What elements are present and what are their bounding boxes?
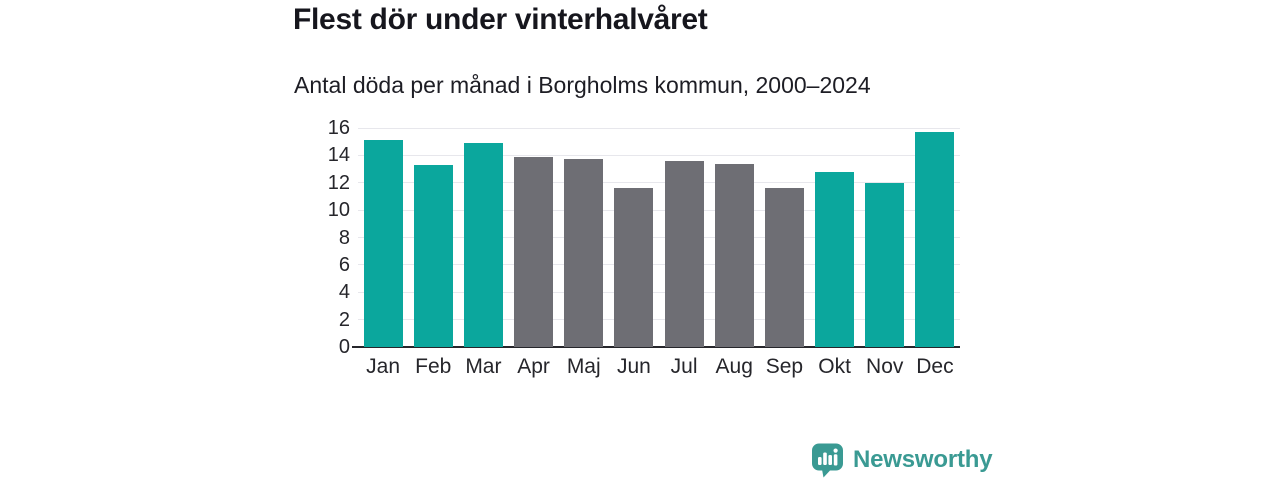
gridline-16	[358, 127, 960, 129]
gridline-4	[358, 291, 960, 293]
x-tick-label-apr: Apr	[517, 355, 550, 378]
x-tick-label-jan: Jan	[366, 355, 400, 378]
gridline-12	[358, 182, 960, 184]
y-tick-label-6: 6	[338, 253, 350, 276]
x-axis-line	[352, 346, 960, 348]
gridline-6	[358, 264, 960, 266]
y-tick-label-8: 8	[338, 226, 350, 249]
bar-nov	[865, 182, 905, 347]
y-tick-label-4: 4	[338, 281, 350, 304]
gridline-2	[358, 319, 960, 321]
x-tick-label-nov: Nov	[866, 355, 904, 378]
bar-maj	[564, 159, 604, 347]
bar-dec	[915, 132, 955, 347]
gridline-14	[358, 154, 960, 156]
bar-okt	[815, 171, 855, 347]
x-tick-label-dec: Dec	[916, 355, 954, 378]
bar-aug	[714, 163, 754, 347]
bar-jul	[664, 160, 704, 347]
y-tick-label-2: 2	[338, 308, 350, 331]
y-tick-label-0: 0	[338, 336, 350, 358]
y-tick-label-12: 12	[327, 171, 350, 194]
brand-name: Newsworthy	[853, 446, 993, 473]
y-tick-label-10: 10	[327, 199, 350, 222]
x-tick-label-jun: Jun	[616, 355, 651, 378]
x-tick-label-aug: Aug	[715, 355, 753, 378]
y-tick-label-14: 14	[327, 144, 350, 167]
gridline-10	[358, 209, 960, 211]
x-tick-label-mar: Mar	[465, 355, 502, 378]
y-tick-label-16: 16	[327, 117, 350, 139]
bar-sep	[764, 188, 804, 347]
bar-mar	[463, 143, 503, 347]
brand-footer: Newsworthy	[810, 442, 993, 478]
bar-feb	[413, 164, 453, 347]
bar-apr	[514, 156, 554, 347]
chart-title: Flest dör under vinterhalvåret	[293, 3, 708, 36]
x-tick-label-maj: Maj	[566, 355, 601, 378]
x-tick-label-feb: Feb	[415, 355, 452, 378]
bar-chart-plot-area: 0 2 4 6 8 10 12 14 16 Jan Feb Mar Apr Maj Jun Jul Aug Sep…	[328, 117, 960, 378]
x-tick-label-sep: Sep	[765, 355, 804, 378]
gridline-8	[358, 237, 960, 238]
x-tick-label-okt: Okt	[818, 355, 851, 378]
x-tick-label-jul: Jul	[670, 355, 698, 378]
newsworthy-logo-icon	[812, 443, 843, 478]
bar-jun	[614, 188, 654, 347]
chart-subtitle: Antal döda per månad i Borgholms kommun,…	[294, 72, 871, 98]
bar-jan	[363, 140, 403, 347]
